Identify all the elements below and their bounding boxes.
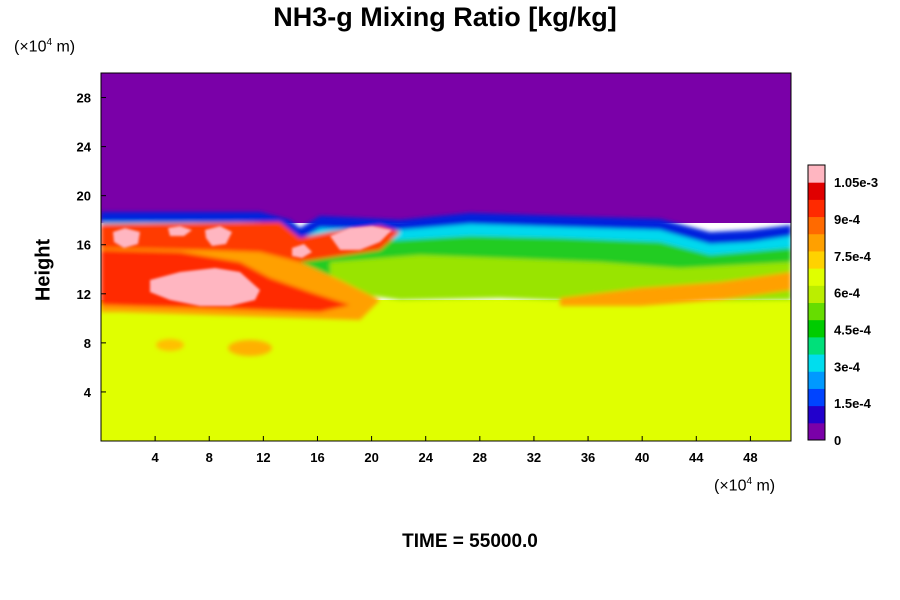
colorbar-swatch (808, 354, 825, 372)
colorbar-label: 9e-4 (834, 212, 861, 227)
upper-layer (101, 73, 791, 223)
x-unit-label: (×104 m) (714, 476, 776, 495)
colorbar-swatch (808, 268, 825, 286)
colorbar-swatch (808, 216, 825, 235)
orange-blob (156, 339, 184, 351)
x-tick-label: 12 (256, 450, 270, 465)
x-tick-label: 24 (418, 450, 433, 465)
orange-blob (228, 340, 272, 356)
x-tick-label: 16 (310, 450, 324, 465)
chart-title: NH3-g Mixing Ratio [kg/kg] (273, 2, 617, 32)
colorbar-label: 6e-4 (834, 286, 861, 301)
y-unit-label: (×104 m) (14, 37, 76, 56)
colorbar-label: 0 (834, 433, 841, 448)
x-tick-label: 48 (743, 450, 757, 465)
x-tick-label: 44 (689, 450, 704, 465)
x-tick-label: 8 (206, 450, 213, 465)
pink-max-region (292, 244, 312, 258)
colorbar-swatch (808, 302, 825, 321)
plot-frame (100, 72, 792, 442)
colorbar-swatch (808, 319, 825, 338)
colorbar-label: 7.5e-4 (834, 249, 872, 264)
y-tick-label: 20 (77, 189, 91, 204)
colorbar-swatch (808, 388, 825, 407)
colorbar-swatch (808, 165, 825, 183)
pink-max-region (205, 226, 232, 246)
y-tick-label: 12 (77, 287, 91, 302)
x-tick-label: 20 (364, 450, 378, 465)
time-label: TIME = 55000.0 (402, 531, 538, 552)
x-tick-label: 40 (635, 450, 649, 465)
pink-max-region (168, 226, 192, 236)
colorbar-label: 4.5e-4 (834, 323, 872, 338)
colorbar-swatch (808, 371, 825, 389)
colorbar-swatch (808, 285, 825, 303)
colorbar-swatch (808, 405, 825, 424)
colorbar-swatch (808, 422, 825, 441)
colorbar-swatch (808, 336, 825, 355)
x-tick-label: 28 (473, 450, 487, 465)
pink-max-region (113, 228, 140, 248)
orange-streak-right (560, 272, 791, 306)
tropopause-blue-band (101, 212, 791, 248)
colorbar-frame (807, 164, 826, 441)
colorbar-swatch (808, 182, 825, 200)
colorbar-swatch (808, 233, 825, 252)
y-tick-label: 28 (77, 91, 91, 106)
x-tick-label: 36 (581, 450, 595, 465)
x-tick-label: 32 (527, 450, 541, 465)
colorbar-label: 1.5e-4 (834, 396, 872, 411)
pink-max-region (330, 226, 392, 250)
y-tick-label: 8 (84, 336, 91, 351)
x-tick-label: 4 (152, 450, 160, 465)
colorbar-label: 3e-4 (834, 359, 861, 374)
y-tick-label: 16 (77, 238, 91, 253)
y-tick-label: 4 (84, 385, 92, 400)
lower-layer (101, 300, 791, 441)
colorbar-label: 1.05e-3 (834, 175, 878, 190)
pink-max-region (150, 268, 260, 306)
colorbar-swatch (808, 199, 825, 218)
y-tick-label: 24 (77, 140, 92, 155)
colorbar-swatch (808, 250, 825, 269)
